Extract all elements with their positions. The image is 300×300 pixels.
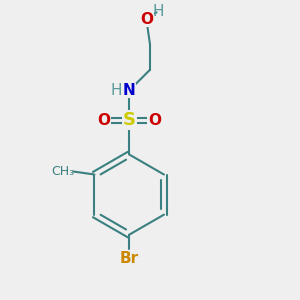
Text: S: S [123,111,136,129]
Text: H: H [153,4,164,19]
Text: O: O [140,12,154,27]
Text: O: O [98,113,110,128]
Text: CH₃: CH₃ [52,165,75,178]
Text: O: O [148,113,161,128]
Text: H: H [111,83,122,98]
Text: N: N [123,83,136,98]
Text: Br: Br [120,251,139,266]
